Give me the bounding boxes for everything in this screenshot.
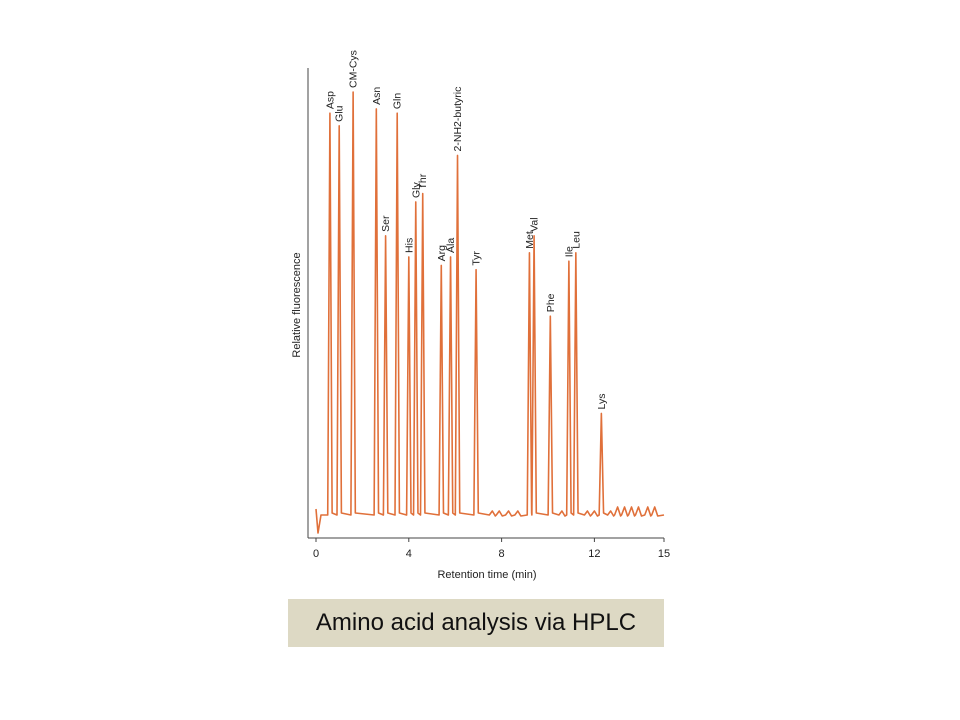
peak-label-thr: Thr — [417, 173, 429, 189]
peak-label-asp: Asp — [324, 91, 336, 109]
peak-label-ser: Ser — [380, 215, 392, 232]
peak-label-2-nh2-butyric: 2-NH2-butyric — [452, 87, 464, 152]
peak-label-asn: Asn — [371, 87, 383, 105]
axes — [307, 68, 664, 539]
caption-box: Amino acid analysis via HPLC — [288, 599, 664, 647]
peak-label-ala: Ala — [445, 238, 457, 253]
peak-label-ile: Ile — [563, 246, 575, 257]
x-tick-label: 0 — [313, 548, 319, 560]
peak-label-val: Val — [529, 217, 541, 231]
x-tick-label: 15 — [658, 548, 670, 560]
peak-label-tyr: Tyr — [471, 251, 483, 266]
x-tick-label: 12 — [588, 548, 600, 560]
peak-label-his: His — [403, 238, 415, 253]
peak-label-met: Met — [524, 231, 536, 249]
peak-label-lys: Lys — [596, 394, 608, 410]
x-axis-title: Retention time (min) — [437, 569, 536, 581]
chromatogram-trace — [315, 91, 665, 534]
peak-label-gln: Gln — [392, 93, 404, 110]
peak-label-phe: Phe — [545, 293, 557, 312]
x-ticks: 0 4 8 12 15 — [313, 538, 670, 560]
y-axis-title: Relative fluorescence — [291, 252, 303, 357]
peak-label-leu: Leu — [570, 231, 582, 249]
peak-label-glu: Glu — [334, 105, 346, 122]
x-tick-label: 8 — [499, 548, 505, 560]
peak-label-arg: Arg — [436, 245, 448, 262]
peak-label-cm-cys: CM-Cys — [348, 50, 360, 88]
peak-label-gly: Gly — [410, 181, 422, 198]
x-tick-label: 4 — [406, 548, 412, 560]
